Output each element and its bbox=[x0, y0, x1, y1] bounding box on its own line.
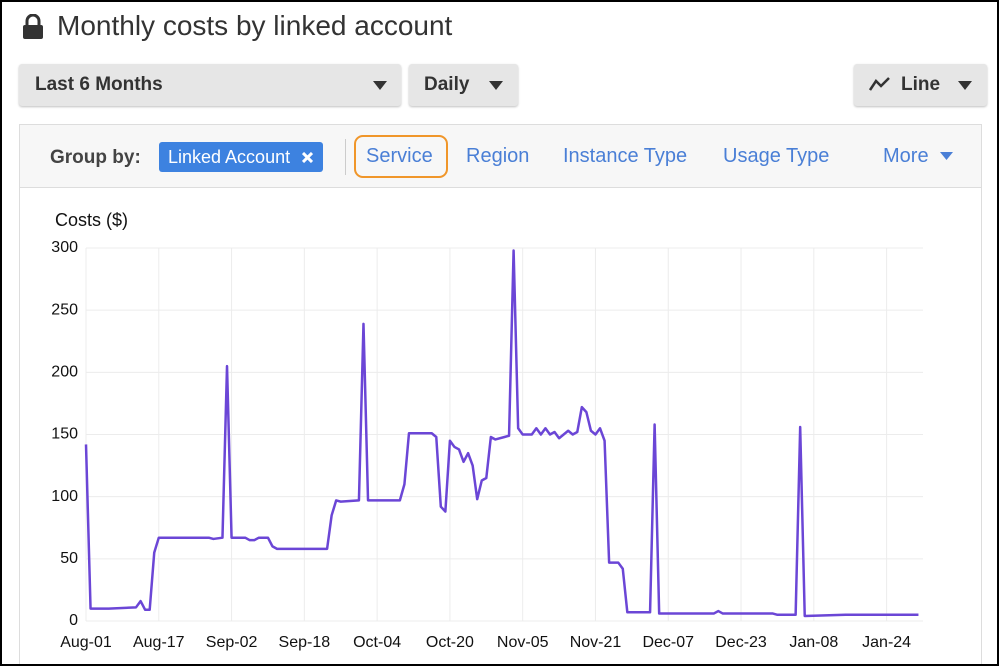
dropdown-arrow bbox=[373, 81, 387, 90]
y-tick-label: 150 bbox=[51, 426, 78, 443]
x-tick-label: Oct-20 bbox=[426, 634, 474, 651]
y-tick-label: 300 bbox=[51, 239, 78, 256]
range-dropdown[interactable]: Last 6 Months bbox=[19, 64, 401, 106]
x-tick-label: Aug-01 bbox=[60, 634, 112, 651]
x-tick-label: Aug-17 bbox=[133, 634, 185, 651]
x-tick-label: Nov-21 bbox=[570, 634, 622, 651]
y-tick-label: 50 bbox=[60, 550, 78, 567]
y-tick-label: 100 bbox=[51, 488, 78, 505]
granularity-label: Daily bbox=[424, 74, 470, 95]
granularity-dropdown[interactable]: Daily bbox=[409, 64, 518, 106]
dropdown-arrow bbox=[489, 81, 503, 90]
chart-style-label: Line bbox=[901, 74, 941, 95]
y-tick-label: 250 bbox=[51, 301, 78, 318]
page-title: Monthly costs by linked account bbox=[57, 10, 453, 41]
group-chip[interactable]: Linked Account bbox=[159, 142, 323, 172]
highlight bbox=[354, 135, 448, 178]
separator bbox=[345, 139, 346, 175]
x-tick-label: Sep-18 bbox=[279, 634, 331, 651]
group-option[interactable]: Instance Type bbox=[563, 145, 688, 167]
dropdown-arrow bbox=[940, 152, 954, 161]
x-tick-label: Dec-07 bbox=[642, 634, 694, 651]
x-tick-label: Sep-02 bbox=[206, 634, 258, 651]
group-option[interactable]: Service bbox=[366, 145, 433, 167]
x-tick-label: Jan-24 bbox=[862, 634, 911, 651]
line-icon bbox=[869, 77, 890, 91]
y-tick-label: 0 bbox=[69, 612, 78, 629]
group-option[interactable]: More bbox=[883, 145, 954, 168]
dropdown-arrow bbox=[958, 81, 972, 90]
chart-style-dropdown[interactable]: Line bbox=[854, 64, 987, 106]
range-label: Last 6 Months bbox=[35, 74, 163, 95]
x-tick-label: Jan-08 bbox=[789, 634, 838, 651]
group-option[interactable]: Usage Type bbox=[723, 145, 830, 167]
panel bbox=[19, 124, 982, 664]
chip-remove[interactable] bbox=[302, 152, 313, 163]
more-label: More bbox=[883, 145, 929, 167]
x-tick-label: Nov-05 bbox=[497, 634, 549, 651]
y-tick-label: 200 bbox=[51, 364, 78, 381]
group-option[interactable]: Region bbox=[466, 145, 530, 167]
x-tick-label: Dec-23 bbox=[715, 634, 767, 651]
chip-label: Linked Account bbox=[168, 147, 291, 167]
x-tick-label: Oct-04 bbox=[353, 634, 401, 651]
y-axis-label: Costs ($) bbox=[55, 210, 128, 230]
cost-line bbox=[84, 249, 919, 618]
group-by-label: Group by: bbox=[50, 147, 141, 168]
lock-icon bbox=[23, 14, 43, 39]
